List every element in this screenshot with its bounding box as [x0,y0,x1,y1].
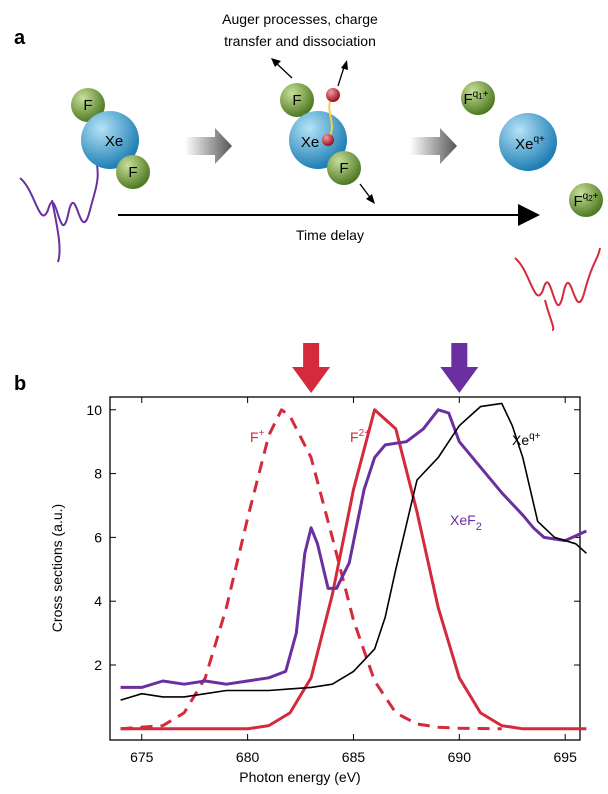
atom-label: F [83,97,92,114]
x-tick-label: 675 [130,749,154,765]
atom-label: F [339,160,348,177]
panel-label: a [14,27,26,49]
atom-label-sub: 2 [588,194,593,203]
series-label-name: Xe [512,432,529,448]
series-label: F2+ [350,428,370,445]
y-axis-label: Cross sections (a.u.) [49,504,65,632]
pump-pulse [19,149,99,226]
y-tick-label: 6 [94,529,102,545]
atom-label: Fq1+ [463,89,488,108]
arrow-head [366,194,375,204]
x-tick-label: 695 [554,749,578,765]
atom-label-sup: q+ [533,134,545,145]
arrow-head [271,58,281,67]
atom [280,83,314,117]
series-line [120,408,502,731]
atom [499,113,557,171]
series-label: F+ [250,428,265,445]
series-label-sup: + [259,428,265,439]
x-tick-label: 680 [236,749,260,765]
probe-pulse [514,247,601,306]
series-label-sup: 2+ [359,428,371,439]
probe-pulse [544,299,555,331]
atom-label-sup: q [473,89,479,100]
atom [116,155,150,189]
atom-label-sup: q [583,191,589,202]
atom-label-base: F [463,91,472,108]
caption: Auger processes, charge [222,11,378,27]
atom [327,151,361,185]
atom-label: Xeq+ [515,134,545,153]
plot-frame [109,396,581,741]
atom-label-sup: + [593,191,599,202]
x-axis-label: Photon energy (eV) [239,769,360,785]
atom-label: Fq2+ [573,191,598,210]
series-label: Xeq+ [512,431,541,448]
y-tick-label: 2 [94,657,102,673]
atom-label: F [128,164,137,181]
atom-label: Xe [105,133,123,150]
series-label-sup: q+ [529,431,541,442]
x-tick-label: 685 [342,749,366,765]
electron [322,134,334,146]
atom-label: Xe [301,134,319,151]
series-label-name: XeF [450,512,476,528]
atom [461,81,495,115]
process-arrow [410,128,457,164]
atom [71,88,105,122]
series-line [120,402,587,701]
x-tick-label: 690 [448,749,472,765]
series-label-name: F [250,429,259,445]
caption: transfer and dissociation [224,33,376,49]
energy-arrow [292,343,331,393]
y-tick-label: 4 [94,593,102,609]
panel-label: b [14,373,26,395]
process-arrow [185,128,232,164]
series-line [120,408,588,689]
atom-label-base: Xe [515,136,533,153]
arrow-head [341,60,348,70]
series-label-sub: 2 [476,521,482,533]
atom-label-sub: 1 [478,92,483,101]
y-tick-label: 10 [86,402,102,418]
atom [569,183,603,217]
y-tick-label: 8 [94,466,102,482]
arrow-head [518,204,540,226]
series-label: XeF2 [450,512,482,533]
atom-label-sup: + [483,89,489,100]
axis-label: Time delay [296,227,364,243]
atom [81,111,139,169]
series-line [120,408,587,731]
atom-label-base: F [573,193,582,210]
atom-label: F [292,92,301,109]
electron [326,88,340,102]
energy-arrow [440,343,479,393]
series-label-name: F [350,429,359,445]
pump-pulse [51,199,61,263]
